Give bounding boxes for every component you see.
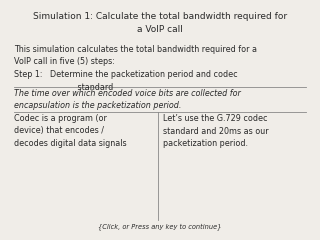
Text: Let’s use the G.729 codec
standard and 20ms as our
packetization period.: Let’s use the G.729 codec standard and 2… [163, 114, 268, 148]
Text: Codec is a program (or
device) that encodes /
decodes digital data signals: Codec is a program (or device) that enco… [14, 114, 127, 148]
Text: The time over which encoded voice bits are collected for
encapsulation is the pa: The time over which encoded voice bits a… [14, 89, 241, 110]
Text: Determine the packetization period and codec
           standard: Determine the packetization period and c… [50, 70, 238, 91]
Text: This simulation calculates the total bandwidth required for a
VoIP call in five : This simulation calculates the total ban… [14, 45, 257, 66]
Text: Simulation 1: Calculate the total bandwidth required for
a VoIP call: Simulation 1: Calculate the total bandwi… [33, 12, 287, 34]
Text: Step 1:: Step 1: [14, 70, 43, 79]
Text: {Click, or Press any key to continue}: {Click, or Press any key to continue} [98, 223, 222, 230]
